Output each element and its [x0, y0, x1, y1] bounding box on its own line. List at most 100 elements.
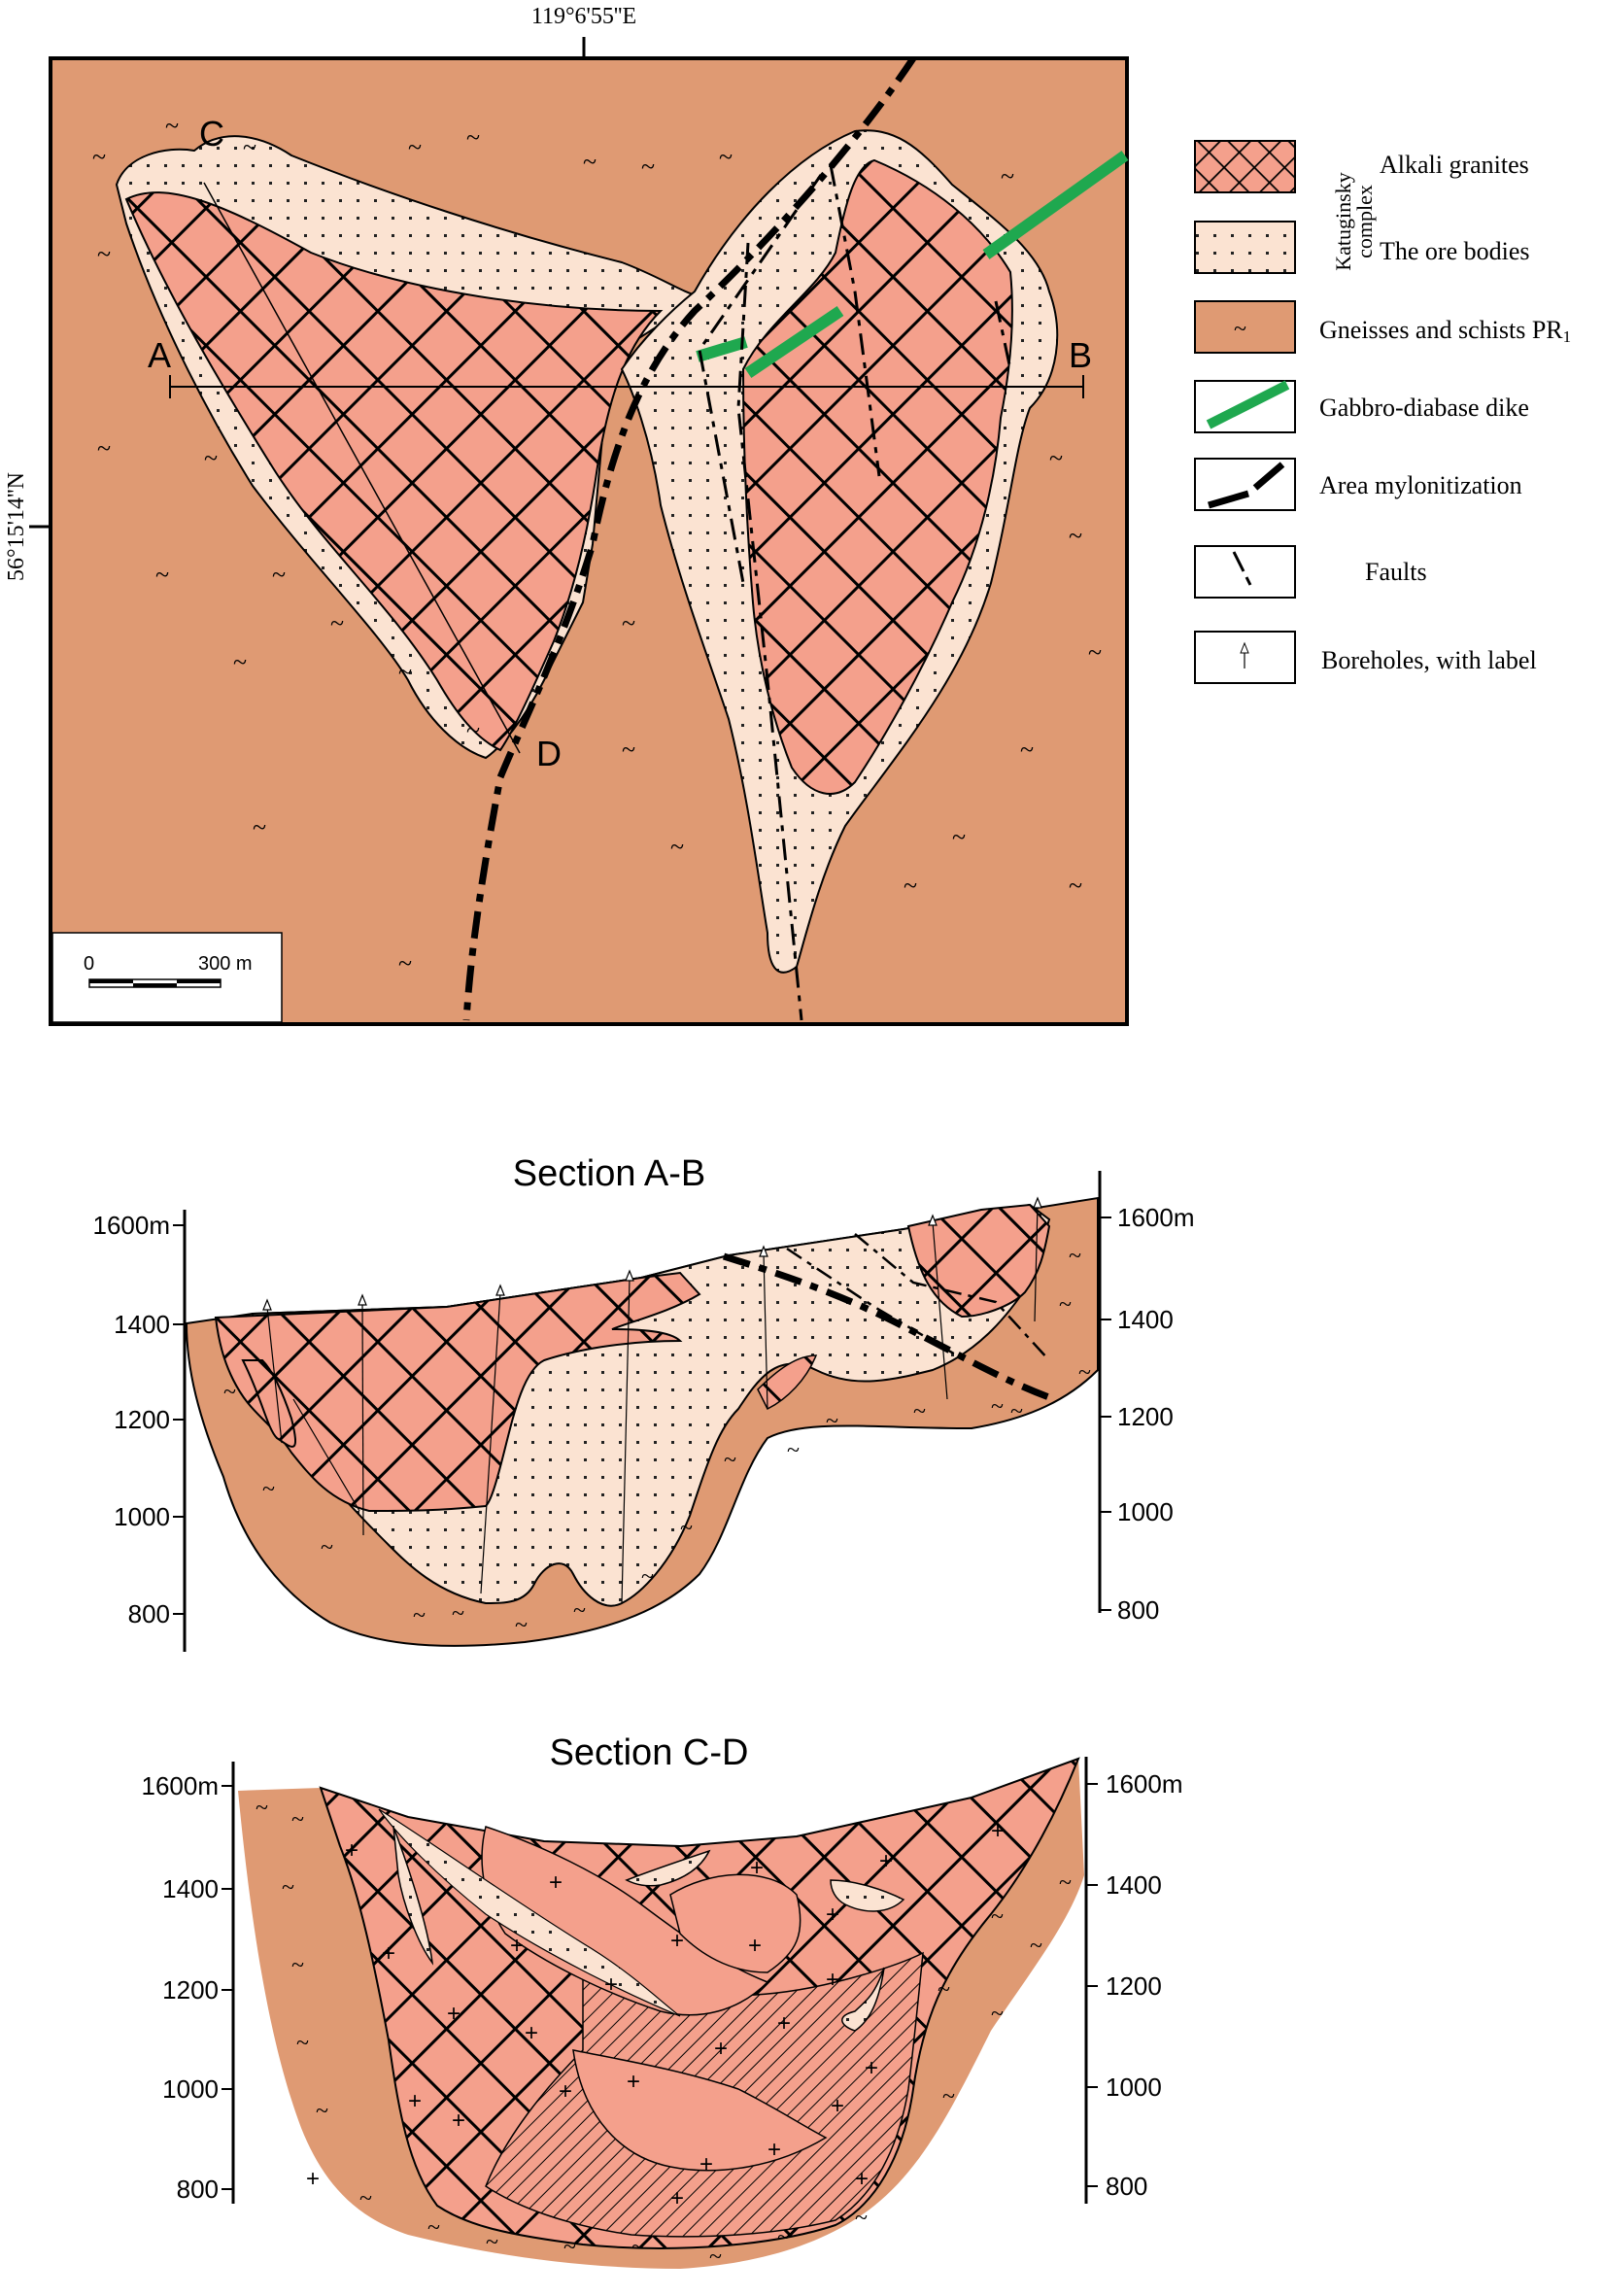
svg-text:+: + — [714, 2036, 728, 2062]
ore-dots-swatch — [1194, 221, 1296, 274]
cd-left-tick-1200: 1200 — [162, 1975, 219, 2005]
granite-east — [741, 158, 1013, 795]
svg-text:~: ~ — [1020, 736, 1034, 764]
ab-right-tick-800: 800 — [1117, 1595, 1159, 1625]
point-c-label: C — [199, 114, 224, 154]
svg-text:~: ~ — [1078, 1360, 1091, 1386]
legend-label-faults: Faults — [1365, 558, 1427, 586]
svg-text:~: ~ — [427, 2215, 440, 2241]
section-cd: Section C-D 1600m 1400 1200 1000 800 160… — [142, 1732, 1183, 2270]
svg-text:+: + — [826, 1967, 839, 1993]
svg-text:~: ~ — [1001, 162, 1014, 190]
fault-swatch-line — [1232, 551, 1252, 586]
svg-text:+: + — [699, 2151, 713, 2177]
svg-text:+: + — [382, 1940, 395, 1967]
section-ab-gneiss-tildes: ~~~ ~ ~ ~ ~~~ ~ ~~ ~ ~~ ~~~ — [223, 1244, 1091, 1638]
svg-text:~: ~ — [233, 648, 247, 676]
svg-text:~: ~ — [1010, 1399, 1023, 1424]
ab-left-tick-1400: 1400 — [114, 1310, 170, 1339]
svg-text:~: ~ — [1049, 444, 1063, 472]
section-cd-gneiss-tildes: ~ ~ ~ ~ ~ ~ ~ ~ ~ ~ ~ ~ ~ ~ ~ ~ ~ ~ ~ ~ — [256, 1796, 1072, 2270]
ab-left-tick-1600: 1600m — [93, 1211, 171, 1240]
cd-right-tick-1400: 1400 — [1106, 1870, 1162, 1900]
svg-text:+: + — [767, 2137, 781, 2163]
legend-label-boreholes: Boreholes, with label — [1321, 646, 1537, 674]
svg-text:~: ~ — [777, 2225, 790, 2250]
cd-left-tick-1000: 1000 — [162, 2074, 219, 2104]
section-line-cd — [203, 182, 521, 754]
legend-group-label-line2: complex — [1352, 185, 1377, 258]
svg-text:~: ~ — [92, 143, 106, 171]
svg-text:~: ~ — [641, 1564, 654, 1590]
section-cd-ore-lens-2 — [625, 1849, 711, 1887]
svg-text:~: ~ — [1059, 1292, 1072, 1318]
section-ab-title: Section A-B — [513, 1153, 706, 1194]
section-cd-ore-lens-3 — [830, 1879, 905, 1912]
scale-bar-box — [51, 932, 283, 1023]
svg-text:~: ~ — [680, 1516, 693, 1541]
svg-text:~: ~ — [223, 1380, 236, 1405]
scale-bar — [88, 978, 222, 988]
svg-text:~: ~ — [398, 658, 412, 686]
cd-left-tick-1600: 1600m — [142, 1771, 220, 1800]
svg-text:~: ~ — [359, 2186, 372, 2211]
legend: ~ Katuginsky complex Alkali granites The… — [1194, 140, 1571, 684]
section-ab-right-ticks: 1600m 1400 1200 1000 800 — [1100, 1203, 1195, 1625]
svg-text:~: ~ — [826, 1409, 838, 1434]
svg-text:+: + — [345, 1837, 358, 1864]
legend-label-ore-bodies: The ore bodies — [1380, 237, 1530, 265]
svg-text:+: + — [831, 2093, 844, 2119]
ab-right-tick-1200: 1200 — [1117, 1402, 1174, 1431]
svg-text:~: ~ — [855, 2206, 868, 2231]
mylonitization-line — [462, 56, 916, 1021]
svg-text:+: + — [408, 2088, 422, 2114]
svg-text:+: + — [549, 1869, 563, 1896]
section-ab-boreholes — [262, 1196, 1042, 1604]
point-a-label: A — [148, 335, 171, 375]
svg-text:~: ~ — [321, 1535, 333, 1560]
svg-text:+: + — [306, 2166, 320, 2192]
legend-label-gabbro-dike: Gabbro-diabase dike — [1319, 394, 1529, 422]
section-ab: Section A-B 1600m 1400 1200 1000 800 160… — [93, 1153, 1195, 1652]
svg-text:~: ~ — [243, 133, 256, 161]
latitude-label: 56°15'14''N — [4, 472, 29, 581]
section-ab-granite-east — [906, 1203, 1051, 1319]
svg-text:~: ~ — [1088, 638, 1102, 667]
svg-text:+: + — [991, 1818, 1005, 1844]
svg-text:+: + — [510, 1933, 524, 1959]
svg-text:+: + — [748, 1933, 762, 1959]
fault-lines — [698, 164, 1012, 1021]
granite-crosshatch-swatch — [1194, 140, 1296, 193]
svg-text:~: ~ — [631, 2235, 644, 2260]
svg-text:~: ~ — [452, 1601, 464, 1627]
svg-text:~: ~ — [709, 2245, 722, 2270]
section-cd-left-ticks: 1600m 1400 1200 1000 800 — [142, 1771, 233, 2204]
svg-text:~: ~ — [952, 823, 966, 851]
section-ab-granite-lens — [757, 1354, 818, 1411]
svg-text:~: ~ — [719, 143, 733, 171]
section-cd-right-ticks: 1600m 1400 1200 1000 800 — [1086, 1769, 1183, 2201]
svg-text:~: ~ — [413, 1603, 426, 1628]
cd-right-tick-800: 800 — [1106, 2172, 1147, 2201]
ab-right-tick-1400: 1400 — [1117, 1305, 1174, 1334]
svg-text:~: ~ — [991, 2002, 1004, 2027]
svg-text:~: ~ — [155, 561, 169, 589]
svg-text:~: ~ — [991, 1394, 1004, 1420]
svg-text:~: ~ — [165, 112, 179, 140]
svg-text:+: + — [826, 1902, 839, 1928]
svg-text:+: + — [559, 2078, 572, 2105]
svg-text:~: ~ — [1069, 1244, 1081, 1269]
svg-text:~: ~ — [204, 444, 218, 472]
ab-left-tick-1000: 1000 — [114, 1502, 170, 1531]
point-b-label: B — [1069, 335, 1092, 375]
svg-text:~: ~ — [787, 1438, 800, 1463]
scale-end-label: 300 m — [198, 953, 253, 975]
section-ab-left-ticks: 1600m 1400 1200 1000 800 — [93, 1211, 185, 1628]
gneiss-swatch-tilde: ~ — [1234, 317, 1246, 342]
section-cd-ore-lens-4 — [841, 1967, 885, 2032]
svg-text:+: + — [627, 2069, 640, 2095]
cd-left-tick-1400: 1400 — [162, 1874, 219, 1903]
section-cd-title: Section C-D — [550, 1732, 749, 1773]
svg-text:~: ~ — [724, 1448, 736, 1473]
legend-group-label-line1: Katuginsky — [1331, 172, 1355, 270]
